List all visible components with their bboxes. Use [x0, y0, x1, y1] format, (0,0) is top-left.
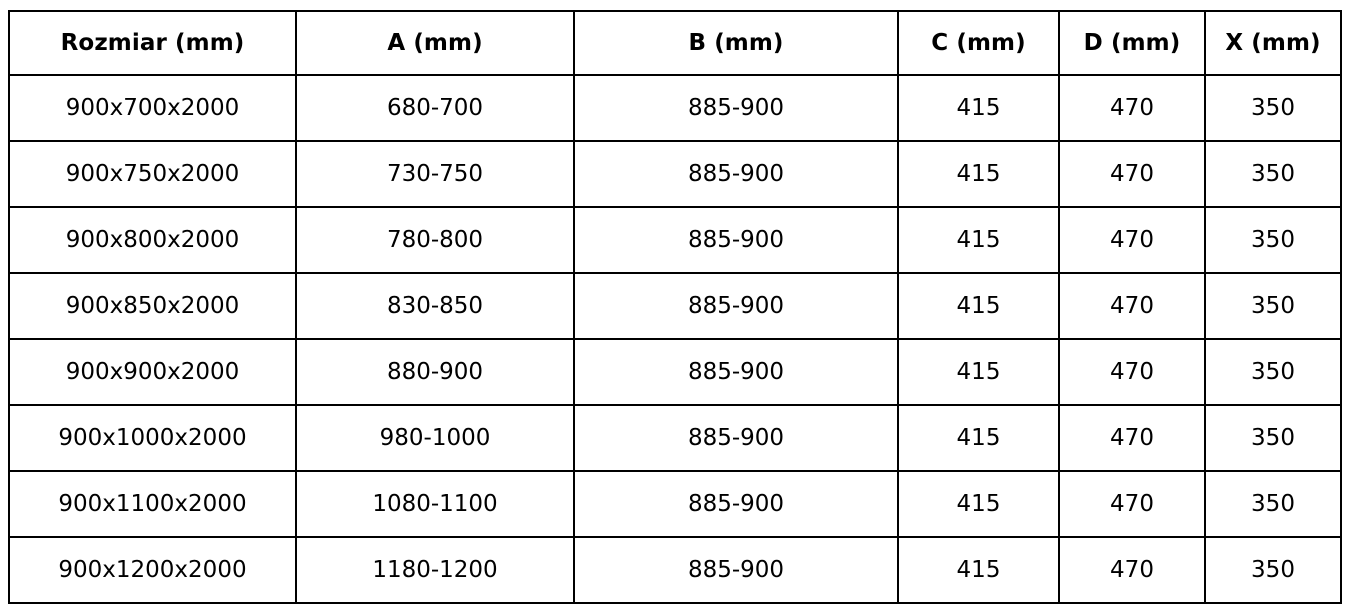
- cell-d: 470: [1058, 74, 1206, 142]
- cell-b: 885-900: [573, 470, 899, 538]
- table-row: 900x750x2000 730-750 885-900 415 470 350: [8, 140, 1342, 208]
- dimension-table-container: Rozmiar (mm) A (mm) B (mm) C (mm) D (mm)…: [8, 10, 1342, 604]
- cell-c: 415: [897, 206, 1060, 274]
- table-header: Rozmiar (mm) A (mm) B (mm) C (mm) D (mm)…: [8, 10, 1342, 76]
- cell-x: 350: [1204, 536, 1342, 604]
- cell-size: 900x700x2000: [8, 74, 297, 142]
- cell-size: 900x1100x2000: [8, 470, 297, 538]
- cell-a: 1180-1200: [295, 536, 575, 604]
- cell-a: 1080-1100: [295, 470, 575, 538]
- cell-a: 680-700: [295, 74, 575, 142]
- cell-d: 470: [1058, 140, 1206, 208]
- cell-b: 885-900: [573, 206, 899, 274]
- table-row: 900x1000x2000 980-1000 885-900 415 470 3…: [8, 404, 1342, 472]
- cell-x: 350: [1204, 140, 1342, 208]
- cell-a: 780-800: [295, 206, 575, 274]
- table-row: 900x700x2000 680-700 885-900 415 470 350: [8, 74, 1342, 142]
- cell-size: 900x1200x2000: [8, 536, 297, 604]
- column-header-c: C (mm): [897, 10, 1060, 76]
- cell-b: 885-900: [573, 338, 899, 406]
- cell-b: 885-900: [573, 272, 899, 340]
- cell-x: 350: [1204, 338, 1342, 406]
- dimension-table: Rozmiar (mm) A (mm) B (mm) C (mm) D (mm)…: [8, 10, 1342, 604]
- column-header-d: D (mm): [1058, 10, 1206, 76]
- cell-size: 900x850x2000: [8, 272, 297, 340]
- cell-d: 470: [1058, 206, 1206, 274]
- table-row: 900x850x2000 830-850 885-900 415 470 350: [8, 272, 1342, 340]
- column-header-x: X (mm): [1204, 10, 1342, 76]
- table-header-row: Rozmiar (mm) A (mm) B (mm) C (mm) D (mm)…: [8, 10, 1342, 76]
- cell-size: 900x800x2000: [8, 206, 297, 274]
- table-row: 900x800x2000 780-800 885-900 415 470 350: [8, 206, 1342, 274]
- cell-x: 350: [1204, 206, 1342, 274]
- cell-c: 415: [897, 140, 1060, 208]
- column-header-a: A (mm): [295, 10, 575, 76]
- cell-d: 470: [1058, 272, 1206, 340]
- column-header-size: Rozmiar (mm): [8, 10, 297, 76]
- cell-c: 415: [897, 338, 1060, 406]
- cell-c: 415: [897, 536, 1060, 604]
- cell-d: 470: [1058, 536, 1206, 604]
- cell-x: 350: [1204, 470, 1342, 538]
- cell-a: 980-1000: [295, 404, 575, 472]
- table-row: 900x900x2000 880-900 885-900 415 470 350: [8, 338, 1342, 406]
- cell-d: 470: [1058, 470, 1206, 538]
- table-body: 900x700x2000 680-700 885-900 415 470 350…: [8, 74, 1342, 604]
- cell-size: 900x900x2000: [8, 338, 297, 406]
- cell-b: 885-900: [573, 536, 899, 604]
- cell-x: 350: [1204, 404, 1342, 472]
- cell-size: 900x750x2000: [8, 140, 297, 208]
- cell-d: 470: [1058, 338, 1206, 406]
- cell-b: 885-900: [573, 140, 899, 208]
- cell-c: 415: [897, 470, 1060, 538]
- table-row: 900x1100x2000 1080-1100 885-900 415 470 …: [8, 470, 1342, 538]
- cell-a: 880-900: [295, 338, 575, 406]
- cell-b: 885-900: [573, 404, 899, 472]
- cell-c: 415: [897, 404, 1060, 472]
- cell-d: 470: [1058, 404, 1206, 472]
- cell-size: 900x1000x2000: [8, 404, 297, 472]
- cell-c: 415: [897, 272, 1060, 340]
- cell-b: 885-900: [573, 74, 899, 142]
- cell-a: 830-850: [295, 272, 575, 340]
- cell-x: 350: [1204, 74, 1342, 142]
- column-header-b: B (mm): [573, 10, 899, 76]
- table-row: 900x1200x2000 1180-1200 885-900 415 470 …: [8, 536, 1342, 604]
- cell-c: 415: [897, 74, 1060, 142]
- cell-a: 730-750: [295, 140, 575, 208]
- cell-x: 350: [1204, 272, 1342, 340]
